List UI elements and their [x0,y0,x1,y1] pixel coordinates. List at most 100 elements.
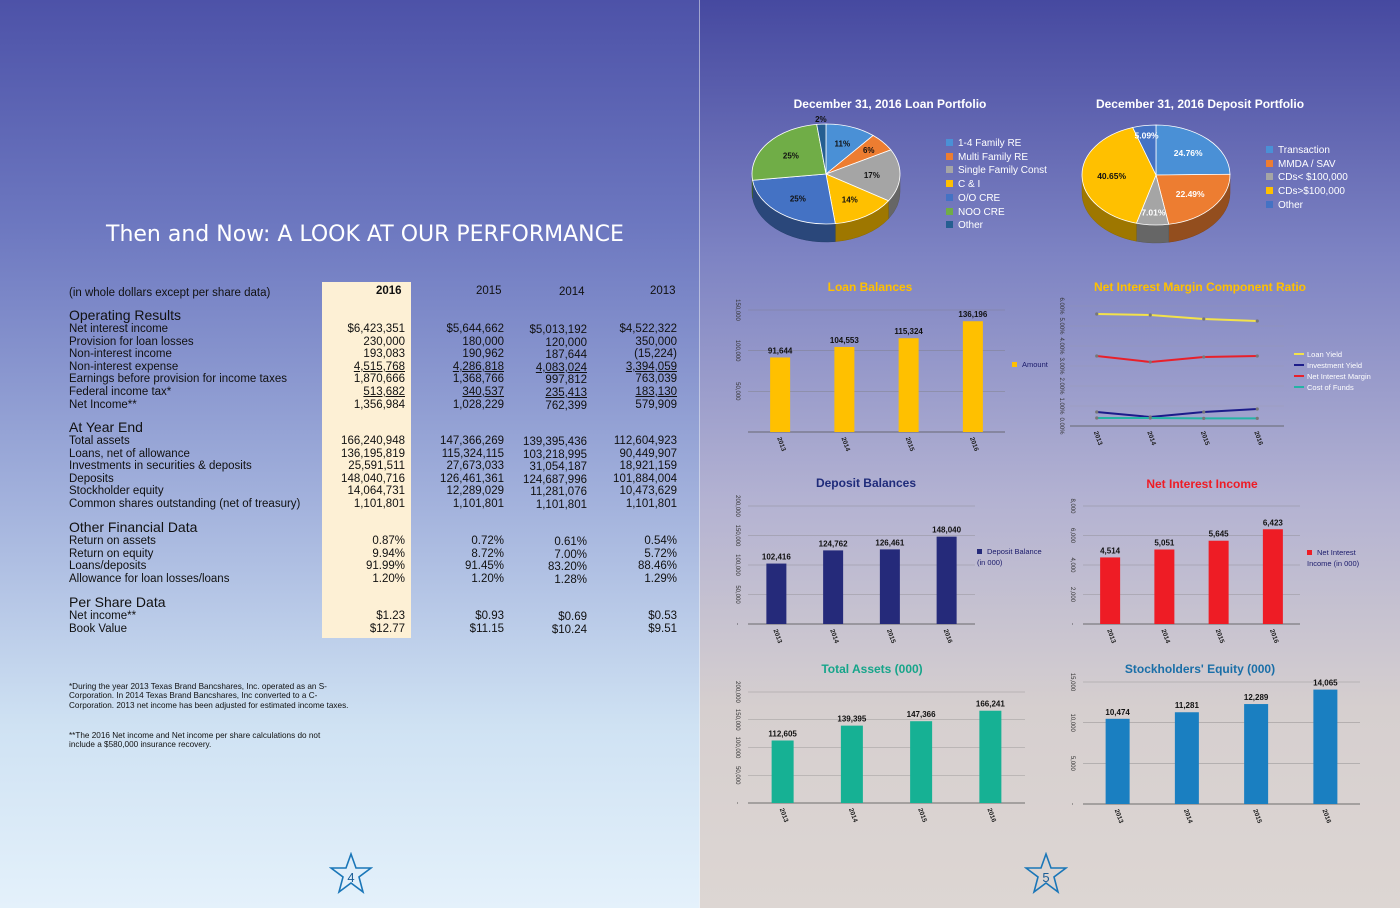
star-page-number-5: 5 [1024,852,1068,895]
table-cell: $6,423,351 [347,323,405,335]
y-tick-label: 3.00% [1058,357,1064,375]
table-cell: 11,281,076 [530,486,587,499]
chart-title: Loan Balances [827,280,913,294]
table-cell: $4,522,322 [619,323,677,335]
row-label: Deposits [69,472,114,485]
table-cell: 180,000 [462,335,504,348]
star-page-number-4: 4 [329,852,373,895]
bar [936,536,957,624]
bar [1262,529,1283,624]
legend-label: Transaction [1278,145,1330,156]
table-cell: 0.61% [554,536,587,548]
series-point [1255,319,1259,323]
table-cell: 1,101,801 [625,497,677,510]
value-column-2013: 0.54% 5.72% 88.46% 1.29% [638,535,677,585]
x-tick-label: 2014 [1145,430,1157,446]
bar-legend: Net Interest Income (in 000) [1307,547,1371,569]
legend-item: O/O CRE [946,192,1047,206]
table-cell: 14,064,731 [347,485,405,498]
table-cell: 103,218,995 [523,448,587,461]
legend-item: NOO CRE [946,206,1047,220]
legend-swatch [946,180,953,188]
row-label: Net income** [69,610,137,622]
bar-value-label: 5,051 [1154,538,1175,547]
value-column-2016: $1.23 $12.77 [370,610,405,635]
table-cell: 4,083,024 [535,361,587,374]
row-label: Stockholder equity [69,485,164,498]
table-cell: 120,000 [545,336,587,349]
x-tick-label: 2013 [771,628,783,644]
table-cell: (15,224) [634,348,677,361]
y-tick-label: 150,000 [734,299,740,321]
table-cell: 5.72% [644,547,677,560]
bar [1154,549,1175,624]
pie-slice [825,173,890,225]
y-tick-label: 15,000 [1069,673,1075,692]
bar-legend: Amount [1012,359,1072,370]
table-cell: 235,413 [545,386,587,399]
section-title: Operating Results [69,307,182,323]
row-label: Non-interest income [69,348,172,361]
x-tick-label: 2015 [904,436,916,452]
series-point [1255,354,1259,358]
legend-label: Deposit Balance (in 000) [977,547,1042,567]
table-cell: 1,870,666 [353,373,405,386]
bar-value-label: 6,423 [1263,518,1284,527]
legend-label: Investment Yield [1307,361,1363,370]
legend-item: CDs< $100,000 [1266,171,1348,185]
row-label: Earnings before provision for income tax… [69,373,287,386]
pie-chart: 11% 6% 17% 14% 25% 25% 2% [751,115,901,243]
table-cell: 1,101,801 [535,498,587,511]
y-tick-label: - [734,623,740,625]
bar [823,550,844,624]
y-tick-label: - [1069,623,1075,625]
legend-item: Net Interest Margin [1294,371,1371,382]
value-column-2016: 166,240,948 136,195,819 25,591,511 148,040,… [341,435,405,511]
bar [910,721,933,803]
table-cell: 88.46% [637,560,677,573]
bar [771,740,794,803]
value-column-2013: $0.53 $9.51 [648,610,677,635]
table-cell: 1.29% [644,572,677,585]
legend-item: CDs>$100,000 [1266,185,1348,199]
year-header-2015: 2015 [476,285,502,297]
right-page: December 31, 2016 Loan Portfolio 11% 6% 17%… [700,0,1400,908]
series-point [1148,416,1152,420]
legend-label: Net Interest Margin [1307,372,1371,381]
bar-value-label: 112,605 [768,730,797,739]
bar [766,563,787,624]
chart-title: Stockholders' Equity (000) [1124,662,1276,676]
bar [834,346,855,432]
y-tick-label: 200,000 [734,495,740,517]
footnote-insurance: **The 2016 Net income and Net income per… [69,731,321,750]
bar [962,321,983,432]
table-cell: 187,644 [545,349,587,362]
table-cell: $1.23 [376,610,405,622]
row-label: Return on assets [69,535,156,547]
row-label: Total assets [69,435,130,447]
table-cell: 1,101,801 [353,497,405,510]
table-cell: 115,324,115 [441,447,504,460]
pie-slice [1155,124,1231,176]
bar [840,725,863,803]
bar-value-label: 12,289 [1244,693,1269,702]
value-column-2015: $0.93 $11.15 [470,610,504,635]
value-column-2014: 139,395,436 103,218,995 31,054,187 124,687,… [523,436,587,512]
legend-swatch [1294,375,1304,377]
legend-swatch [1266,200,1273,208]
series-point [1148,313,1152,317]
row-label: Net interest income [69,323,169,335]
legend-label: O/O CRE [958,192,1001,204]
table-cell: 4,515,768 [353,360,405,373]
legend-item: MMDA / SAV [1266,158,1348,172]
table-cell: 1.20% [372,572,405,585]
value-column-2015: 147,366,269 115,324,115 27,673,033 126,461,… [440,435,504,511]
value-column-2015: 0.72% 8.72% 91.45% 1.20% [465,535,504,585]
x-tick-label: 2016 [1268,628,1280,644]
table-cell: 4,286,818 [452,360,504,373]
table-cell: 25,591,511 [348,460,405,473]
series-line [1096,408,1258,419]
bar [1313,689,1338,804]
table-cell: 101,884,004 [613,472,677,485]
table-cell: 513,682 [363,385,405,398]
